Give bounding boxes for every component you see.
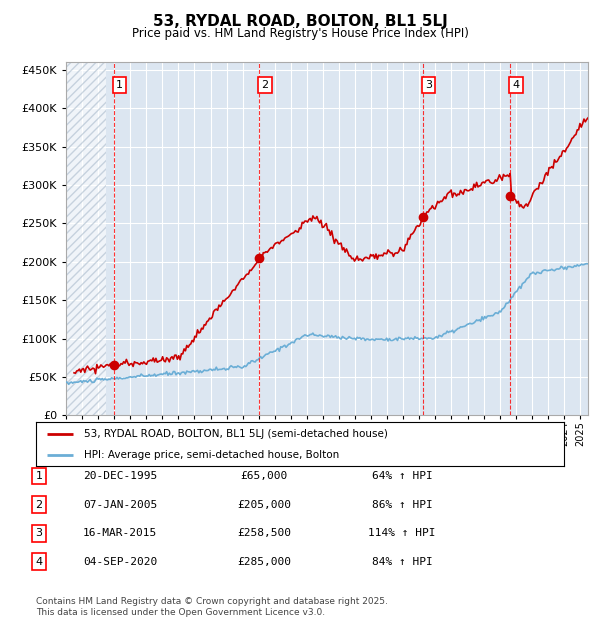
Text: Price paid vs. HM Land Registry's House Price Index (HPI): Price paid vs. HM Land Registry's House … [131, 27, 469, 40]
Text: 2: 2 [35, 500, 43, 510]
Text: 3: 3 [425, 80, 432, 90]
Text: 86% ↑ HPI: 86% ↑ HPI [371, 500, 433, 510]
Text: 3: 3 [35, 528, 43, 538]
Text: 53, RYDAL ROAD, BOLTON, BL1 5LJ (semi-detached house): 53, RYDAL ROAD, BOLTON, BL1 5LJ (semi-de… [83, 429, 388, 439]
Text: 04-SEP-2020: 04-SEP-2020 [83, 557, 157, 567]
Text: 4: 4 [513, 80, 520, 90]
Text: 114% ↑ HPI: 114% ↑ HPI [368, 528, 436, 538]
Text: 1: 1 [116, 80, 123, 90]
Text: 2: 2 [262, 80, 269, 90]
Text: 4: 4 [35, 557, 43, 567]
Text: 53, RYDAL ROAD, BOLTON, BL1 5LJ: 53, RYDAL ROAD, BOLTON, BL1 5LJ [152, 14, 448, 29]
Text: 07-JAN-2005: 07-JAN-2005 [83, 500, 157, 510]
Text: 1: 1 [35, 471, 43, 481]
Text: HPI: Average price, semi-detached house, Bolton: HPI: Average price, semi-detached house,… [83, 450, 339, 460]
Text: £258,500: £258,500 [237, 528, 291, 538]
Text: 16-MAR-2015: 16-MAR-2015 [83, 528, 157, 538]
Text: 64% ↑ HPI: 64% ↑ HPI [371, 471, 433, 481]
Text: £285,000: £285,000 [237, 557, 291, 567]
Text: Contains HM Land Registry data © Crown copyright and database right 2025.
This d: Contains HM Land Registry data © Crown c… [36, 598, 388, 617]
Text: 84% ↑ HPI: 84% ↑ HPI [371, 557, 433, 567]
Text: £65,000: £65,000 [241, 471, 287, 481]
Text: £205,000: £205,000 [237, 500, 291, 510]
Text: 20-DEC-1995: 20-DEC-1995 [83, 471, 157, 481]
Bar [66, 62, 106, 415]
